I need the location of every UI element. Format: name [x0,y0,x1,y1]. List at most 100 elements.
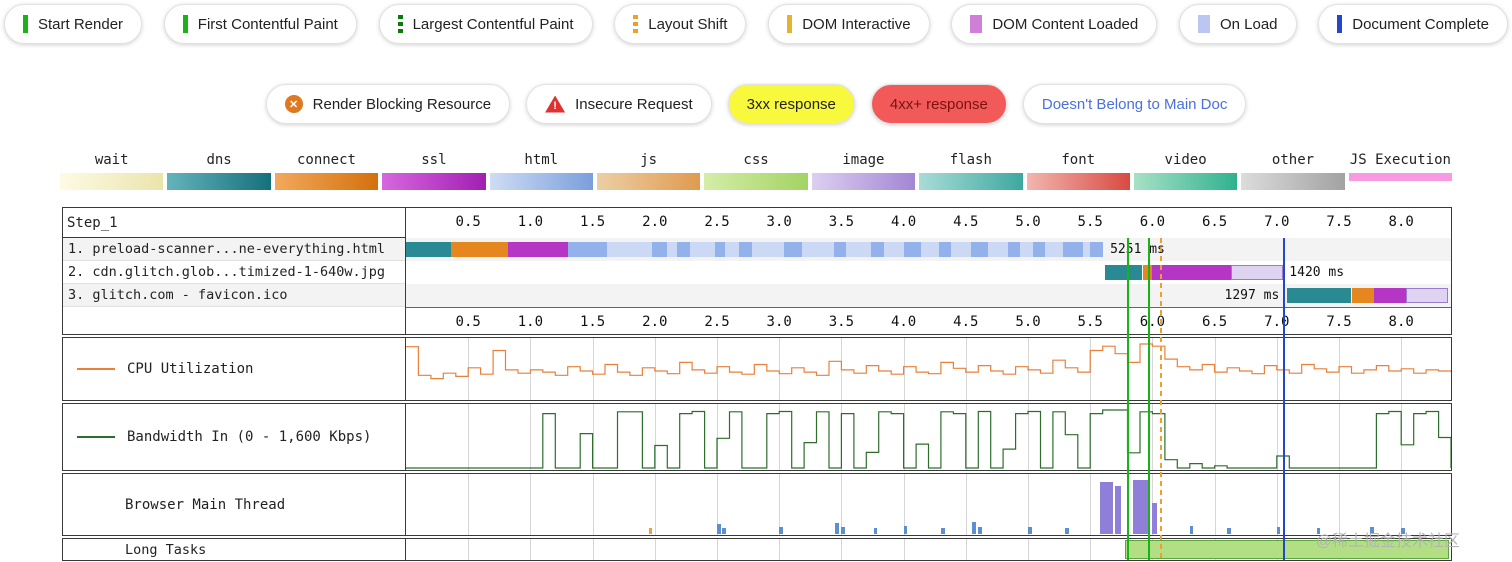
grid-line [1028,474,1029,535]
main-thread-bar [873,528,878,534]
resource-type-font: font [1026,152,1130,190]
resource-type-ssl: ssl [382,152,486,190]
resource-type-css: css [704,152,808,190]
time-axis-tick-label: 2.0 [642,314,668,330]
grid-line [779,539,781,560]
main-thread-label-cell: Browser Main Thread [63,474,406,535]
grid-line [717,404,718,470]
resource-type-label: ssl [421,152,447,168]
resource-type-html: html [489,152,593,190]
time-axis-tick-label: 1.0 [517,314,544,330]
time-axis-tick-label: 4.5 [953,314,979,330]
dom-interactive-marker-icon [787,15,793,33]
grid-line [654,404,656,470]
time-axis-tick-label: 7.5 [1326,314,1352,330]
grid-line [592,539,594,560]
legend-event-start-render: Start Render [4,4,143,44]
main-thread-bar [779,526,783,534]
main-thread-label: Browser Main Thread [125,496,286,513]
grid-line [1090,539,1092,560]
segment-connect [1351,288,1374,303]
grid-line [779,474,781,535]
main-thread-chart [406,474,1451,535]
step-label: Step_1 [63,208,405,238]
time-axis-tick-label: 0.5 [455,314,481,330]
grid-line [1028,404,1029,470]
grid-line [1214,474,1216,535]
render-blocking-icon: ✕ [284,95,303,113]
segment-image_light [1406,288,1449,303]
grid-line [717,474,718,535]
main-thread-bar [717,523,721,534]
main-thread-bar [1316,528,1321,534]
start-render-marker-icon [23,15,28,33]
cpu-line-swatch-icon [77,368,115,370]
event-legend: Start Render First Contentful Paint Larges… [4,4,1508,44]
request-label[interactable]: 3. glitch.com - favicon.ico [63,284,405,307]
resource-type-swatch [704,173,808,190]
request-label[interactable]: 2. cdn.glitch.glob...timized-1-640w.jpg [63,261,405,284]
resource-type-label: other [1271,152,1315,168]
main-thread-bar [1132,479,1150,534]
grid-line [1090,474,1092,535]
time-axis-tick-label: 3.5 [828,214,855,230]
legend-flag-3xx-response: 3xx response [727,84,855,124]
largest-contentful-paint-marker-icon [397,15,403,33]
legend-event-label: First Contentful Paint [197,15,338,33]
time-axis-tick-label: 2.5 [704,314,730,330]
main-thread-bar [1028,527,1032,534]
grid-line [1028,539,1029,560]
bandwidth-label: Bandwidth In (0 - 1,600 Kbps) [127,429,372,445]
request-label[interactable]: 1. preload-scanner...ne-everything.html [63,238,405,261]
resource-type-other: other [1241,152,1345,190]
download-chunk [938,242,951,257]
waterfall-label-column: Step_1 1. preload-scanner...ne-everythin… [63,208,406,334]
long-tasks-label-cell: Long Tasks [63,539,406,560]
legend-event-layout-shift: Layout Shift [614,4,747,44]
main-thread-bar [1189,525,1194,534]
resource-type-swatch [919,173,1023,190]
time-axis-tick-label: 3.0 [766,314,792,330]
main-thread-bar [722,528,726,534]
legend-event-label: On Load [1219,15,1278,33]
request-row[interactable]: 1297 ms [406,284,1451,307]
time-axis-bottom: 0.5 1.0 1.5 2.0 2.5 3.0 3.5 4.0 4.5 5.0 5.5 6.0 6.5 7… [406,307,1451,334]
grid-line [468,404,470,470]
segment-connect [1142,265,1153,280]
legend-flag-render-blocking-resource: ✕ Render Blocking Resource [265,84,511,124]
resource-type-label: html [524,152,559,168]
legend-flag-doesn-t-belong-to-main-doc: Doesn't Belong to Main Doc [1022,84,1247,124]
grid-line [1152,338,1154,400]
resource-type-swatch [596,173,701,190]
resource-type-swatch [1133,173,1238,190]
grid-line [530,539,532,560]
legend-event-first-contentful-paint: First Contentful Paint [163,4,357,44]
legend-event-largest-contentful-paint: Largest Contentful Paint [378,4,593,44]
main-thread-bar [1100,481,1113,534]
segment-ssl [508,242,568,257]
time-axis-tick-label: 5.5 [1077,314,1103,330]
main-thread-bar [1401,528,1405,534]
long-task-bar [1125,540,1449,559]
grid-line [1339,474,1340,535]
grid-line [1152,404,1154,470]
legend-flag-label: Doesn't Belong to Main Doc [1041,95,1228,113]
request-row[interactable]: 1420 ms [406,261,1451,284]
grid-line [903,474,905,535]
time-axis-tick-label: 2.0 [642,214,668,230]
time-axis-tick-label: 3.5 [828,314,855,330]
cpu-label-cell: CPU Utilization [63,338,406,400]
time-axis-tick-label: 6.5 [1201,314,1228,330]
download-chunk [1008,242,1021,257]
resource-type-swatch [274,173,379,190]
legend-event-label: DOM Interactive [802,15,911,33]
time-axis-tick-label: 4.0 [890,314,917,330]
on-load-marker-icon [1197,15,1210,33]
request-row[interactable]: 5251 ms [406,238,1451,261]
bandwidth-in-0-1-600-kbps-line [406,409,1451,469]
grid-line [1339,404,1340,470]
time-axis-tick-label: 8.0 [1388,314,1414,330]
grid-line [530,338,532,400]
time-axis-tick-label: 4.5 [953,214,979,230]
main-thread-bar [978,527,982,534]
